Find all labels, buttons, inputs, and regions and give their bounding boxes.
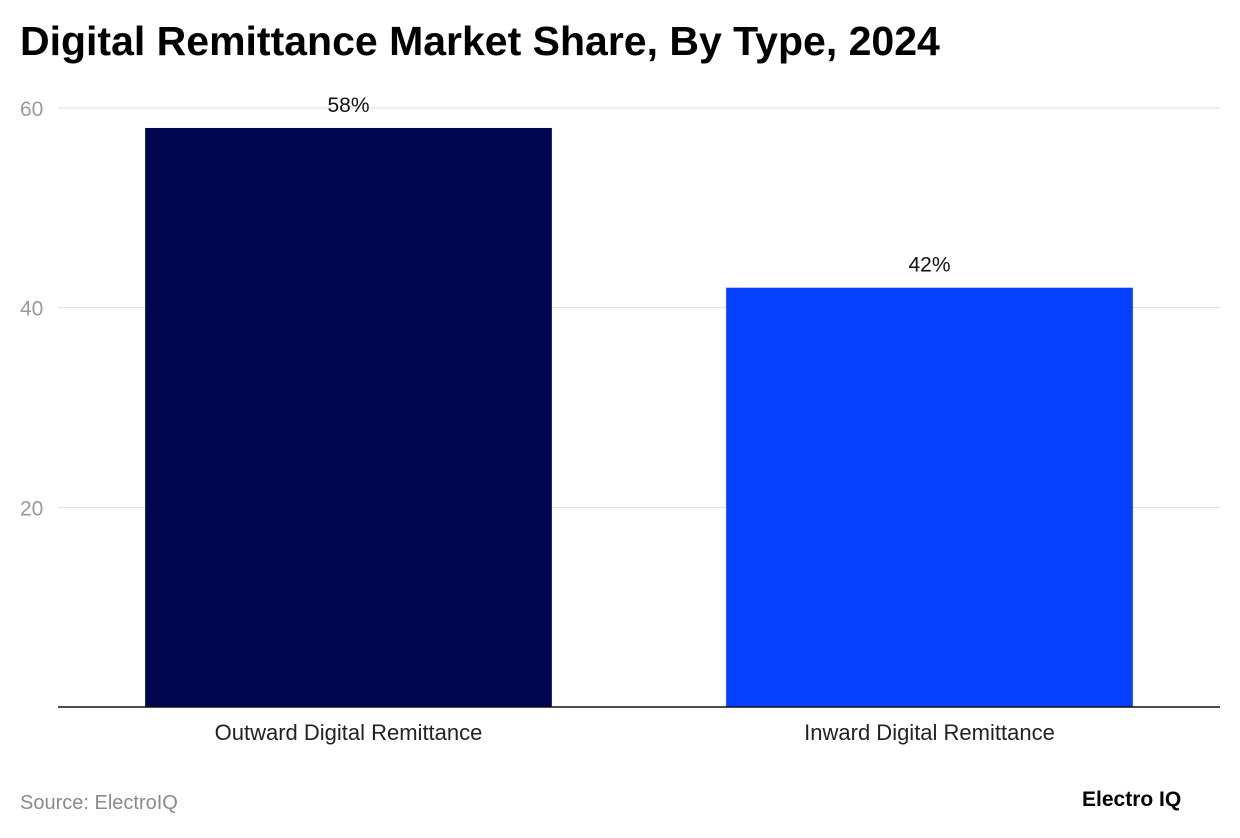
axes: 20 40 60 Outward Digital Remittance Inward D… — [20, 98, 1220, 745]
x-tick-label: Outward Digital Remittance — [215, 720, 483, 745]
y-tick-label: 60 — [20, 98, 43, 121]
data-label: 58% — [327, 94, 369, 117]
bar-2 — [726, 287, 1133, 707]
brand-logo: Electro IQ — [1082, 788, 1182, 811]
data-label: 42% — [908, 254, 950, 277]
bars: 58% 42% — [145, 94, 1133, 707]
source-note: Source: ElectroIQ — [20, 792, 178, 814]
y-tick-label: 20 — [20, 497, 43, 520]
bar-1 — [145, 127, 552, 707]
chart-title: Digital Remittance Market Share, By Type… — [20, 18, 940, 64]
x-tick-label: Inward Digital Remittance — [804, 720, 1055, 745]
y-tick-label: 40 — [20, 298, 43, 321]
